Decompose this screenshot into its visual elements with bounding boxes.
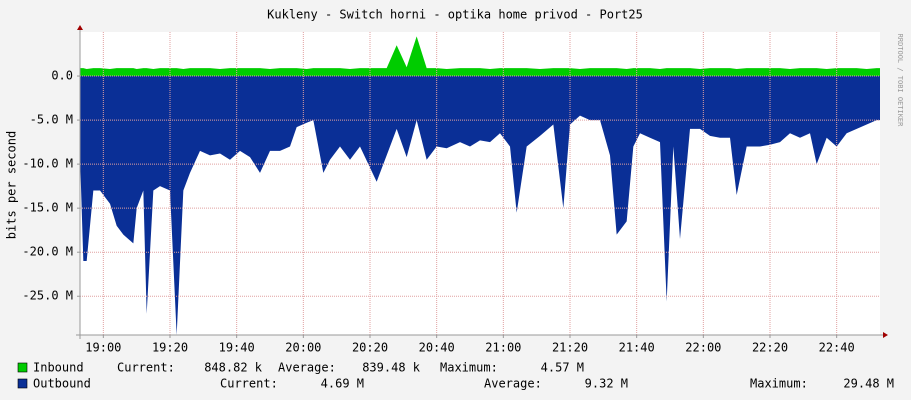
legend-stat-value: 9.32 M bbox=[585, 377, 628, 391]
x-tick-label: 22:00 bbox=[685, 341, 721, 355]
area-series bbox=[80, 76, 880, 335]
x-tick-label: 22:20 bbox=[752, 341, 788, 355]
area-series bbox=[80, 36, 880, 77]
y-axis-label: bits per second bbox=[5, 131, 19, 239]
legend-swatch bbox=[17, 362, 28, 373]
legend-stat-label: Maximum: bbox=[750, 377, 808, 391]
x-tick-label: 19:40 bbox=[219, 341, 255, 355]
x-tick-label: 20:00 bbox=[285, 341, 321, 355]
legend-stat-value: 4.57 M bbox=[541, 361, 584, 375]
x-tick-label: 22:40 bbox=[819, 341, 855, 355]
axis-arrow bbox=[77, 25, 83, 30]
x-tick-label: 19:20 bbox=[152, 341, 188, 355]
x-tick-label: 21:20 bbox=[552, 341, 588, 355]
legend-stat-value: 4.69 M bbox=[321, 377, 364, 391]
legend-stat-label: Maximum: bbox=[440, 361, 498, 375]
chart-title: Kukleny - Switch horni - optika home pri… bbox=[267, 8, 643, 22]
legend-stat-value: 848.82 k bbox=[204, 361, 263, 375]
legend-label: Inbound bbox=[33, 361, 84, 375]
x-tick-label: 21:00 bbox=[485, 341, 521, 355]
y-tick-label: -15.0 M bbox=[22, 201, 73, 215]
x-tick-label: 20:20 bbox=[352, 341, 388, 355]
x-tick-label: 21:40 bbox=[619, 341, 655, 355]
legend-stat-label: Current: bbox=[220, 377, 278, 391]
legend-stat-label: Average: bbox=[278, 361, 336, 375]
y-tick-label: -5.0 M bbox=[30, 113, 73, 127]
legend-stat-value: 839.48 k bbox=[362, 361, 421, 375]
legend-swatch bbox=[17, 378, 28, 389]
y-tick-label: -25.0 M bbox=[22, 289, 73, 303]
watermark: RRDTOOL / TOBI OETIKER bbox=[896, 34, 904, 128]
legend-stat-label: Average: bbox=[484, 377, 542, 391]
y-tick-label: -10.0 M bbox=[22, 157, 73, 171]
y-tick-label: 0.0 bbox=[51, 69, 73, 83]
x-tick-label: 19:00 bbox=[85, 341, 121, 355]
x-tick-label: 20:40 bbox=[419, 341, 455, 355]
y-tick-label: -20.0 M bbox=[22, 245, 73, 259]
axis-arrow bbox=[883, 332, 888, 338]
legend-stat-value: 29.48 M bbox=[843, 377, 894, 391]
legend-stat-label: Current: bbox=[117, 361, 175, 375]
legend-label: Outbound bbox=[33, 377, 91, 391]
